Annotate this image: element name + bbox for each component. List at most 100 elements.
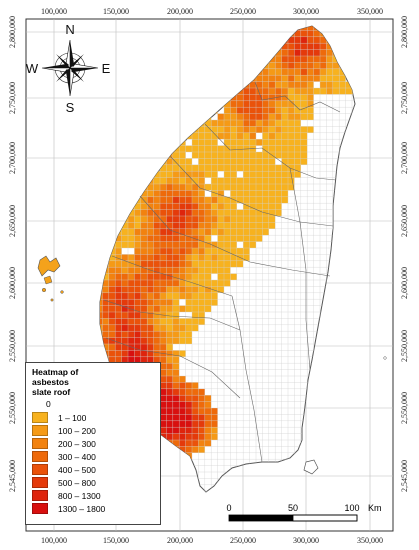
heat-cell — [262, 228, 269, 236]
heat-cell — [166, 427, 173, 434]
heat-cell — [230, 126, 237, 133]
heat-cell — [326, 68, 333, 76]
heat-cell — [160, 254, 167, 261]
legend-title-line: slate roof — [32, 387, 71, 397]
heat-cell — [147, 350, 154, 357]
heat-cell — [172, 331, 180, 338]
heat-cell — [160, 273, 167, 280]
heat-cell — [224, 241, 231, 248]
heat-cell — [121, 318, 128, 325]
heat-cell — [288, 81, 295, 88]
heat-cell — [281, 43, 288, 50]
heat-cell — [172, 414, 180, 421]
heat-cell — [281, 56, 288, 63]
heat-cell — [198, 401, 205, 408]
heat-cell — [140, 241, 148, 248]
heat-cell — [313, 43, 320, 50]
heat-cell — [230, 164, 237, 172]
heat-cell — [204, 408, 212, 415]
heat-cell — [262, 164, 269, 172]
heat-cell — [179, 254, 186, 261]
heat-cell — [249, 152, 256, 159]
heat-cell — [192, 305, 199, 312]
heat-cell — [121, 228, 128, 236]
heat-cell — [153, 228, 160, 236]
heat-cell — [326, 56, 333, 63]
heat-cell — [294, 171, 301, 178]
heat-cell — [307, 75, 314, 82]
heat-cell — [198, 228, 205, 236]
heat-cell — [160, 414, 167, 421]
heat-cell — [108, 254, 116, 261]
heat-cell — [185, 273, 192, 280]
heat-cell — [172, 324, 180, 332]
heat-cell — [160, 305, 167, 312]
heat-cell — [172, 196, 180, 204]
heat-cell — [275, 196, 282, 204]
heat-cell — [115, 292, 122, 300]
heat-cell — [268, 222, 276, 229]
heat-cell — [192, 222, 199, 229]
heat-cell — [192, 388, 199, 396]
heat-cell — [102, 286, 109, 293]
heat-cell — [192, 152, 199, 159]
heat-cell — [198, 139, 205, 146]
heat-cell — [204, 427, 212, 434]
heat-cell — [339, 75, 346, 82]
heat-cell — [268, 164, 276, 172]
heat-cell — [179, 427, 186, 434]
heat-cell — [153, 203, 160, 210]
heat-cell — [115, 235, 122, 242]
heat-cell — [185, 299, 192, 306]
heat-cell — [300, 139, 308, 146]
heat-cell — [147, 292, 154, 300]
heat-cell — [204, 299, 212, 306]
heat-cell — [307, 100, 314, 108]
heat-cell — [230, 254, 237, 261]
heat-cell — [281, 139, 288, 146]
heat-cell — [121, 324, 128, 332]
heat-cell — [147, 344, 154, 351]
heat-cell — [262, 88, 269, 95]
heat-cell — [128, 350, 135, 357]
heat-cell — [339, 68, 346, 76]
heat-cell — [288, 113, 295, 120]
heat-cell — [192, 248, 199, 255]
x-axis-top: 100,000 150,000 200,000 250,000 300,000 … — [41, 7, 383, 16]
heat-cell — [300, 132, 308, 140]
heat-cell — [313, 49, 320, 56]
heat-cell — [147, 241, 154, 248]
heat-cell — [121, 241, 128, 248]
heat-cell — [134, 267, 141, 274]
heat-cell — [179, 286, 186, 293]
heat-cell — [185, 388, 192, 396]
heat-cell — [217, 248, 224, 255]
heat-cell — [140, 356, 148, 364]
heat-cell — [236, 190, 244, 197]
heat-cell — [211, 408, 218, 415]
heat-cell — [179, 260, 186, 268]
heat-cell — [217, 222, 224, 229]
heat-cell — [166, 420, 173, 428]
heat-cell — [160, 184, 167, 191]
heat-cell — [268, 196, 276, 204]
heat-cell — [339, 81, 346, 88]
heat-cell — [153, 312, 160, 319]
y-tick-label: 2,700,000 — [400, 142, 409, 174]
heat-cell — [153, 331, 160, 338]
heat-cell — [262, 177, 269, 184]
heat-cell — [179, 382, 186, 389]
heat-cell — [198, 145, 205, 152]
heat-cell — [300, 152, 308, 159]
heat-cell — [243, 228, 250, 236]
legend-label: 1 – 100 — [58, 412, 87, 423]
heat-cell — [160, 382, 167, 389]
heat-cell — [192, 427, 199, 434]
scale-label-100: 100 — [344, 503, 359, 513]
heat-cell — [185, 401, 192, 408]
heat-cell — [275, 152, 282, 159]
heat-cell — [307, 113, 314, 120]
heat-cell — [275, 177, 282, 184]
heat-cell — [134, 305, 141, 312]
heat-cell — [185, 440, 192, 447]
